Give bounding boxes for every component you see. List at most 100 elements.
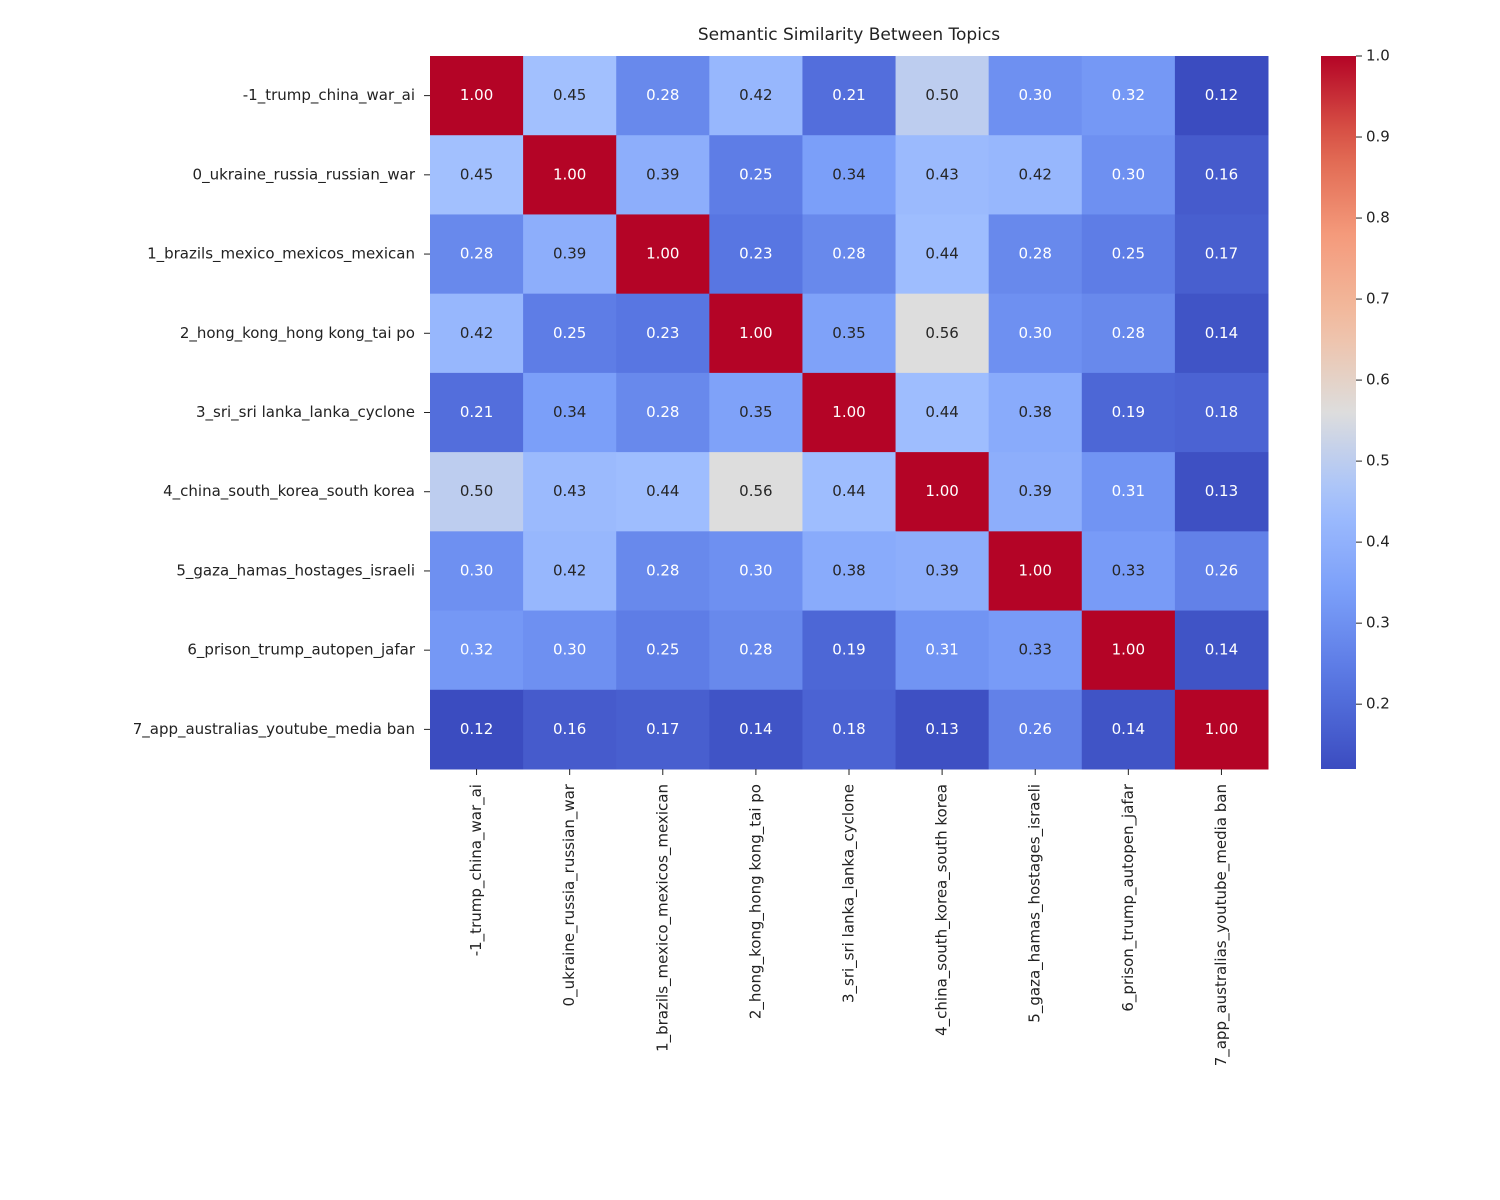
cell-label: 0.38: [832, 561, 865, 579]
y-tick-label: 2_hong_kong_hong kong_tai po: [180, 324, 415, 343]
heatmap-cell: [895, 214, 990, 295]
cell-label: 0.32: [1112, 86, 1145, 104]
heatmap-cell: [616, 293, 710, 374]
cell-label: 0.31: [1112, 482, 1145, 500]
heatmap-cell: [1081, 531, 1176, 612]
cell-label: 0.28: [460, 245, 493, 263]
cell-label: 0.16: [553, 720, 586, 738]
x-tick-label: 5_gaza_hamas_hostages_israeli: [1026, 784, 1045, 1023]
heatmap-cell: [709, 56, 803, 136]
cell-label: 0.17: [1205, 245, 1238, 263]
cell-label: 0.12: [1205, 86, 1238, 104]
cell-label: 0.30: [739, 561, 772, 579]
x-tick-label: 3_sri_sri lanka_lanka_cyclone: [840, 784, 859, 1003]
heatmap-cell: [895, 135, 990, 215]
cell-label: 1.00: [460, 86, 493, 104]
cell-label: 0.50: [460, 482, 493, 500]
cell-label: 0.44: [925, 403, 958, 421]
cell-label: 0.13: [925, 720, 958, 738]
cell-label: 0.30: [460, 561, 493, 579]
heatmap-cell: [1081, 56, 1176, 136]
heatmap-cell: [1174, 531, 1269, 612]
cell-label: 0.26: [1019, 720, 1052, 738]
cell-label: 0.28: [1019, 245, 1052, 263]
heatmap-cell: [616, 531, 710, 612]
heatmap-cell: [988, 214, 1083, 295]
cell-label: 0.14: [739, 720, 772, 738]
heatmap-cell: [895, 610, 990, 691]
cell-label: 0.39: [1019, 482, 1052, 500]
cell-label: 0.25: [739, 165, 772, 183]
cell-label: 1.00: [739, 324, 772, 342]
cell-label: 0.42: [460, 324, 493, 342]
heatmap-cell: [988, 531, 1083, 612]
heatmap-cell: [523, 610, 617, 691]
heatmap-cell: [895, 372, 990, 453]
cell-label: 0.28: [1112, 324, 1145, 342]
colorbar-tick-label: 0.4: [1366, 533, 1390, 551]
cell-label: 0.39: [553, 245, 586, 263]
heatmap-cell: [709, 531, 803, 612]
cell-label: 1.00: [925, 482, 958, 500]
heatmap-cell: [709, 610, 803, 691]
heatmap-cell: [616, 214, 710, 295]
cell-label: 0.30: [1112, 165, 1145, 183]
heatmap-cell: [523, 135, 617, 215]
y-tick-label: 6_prison_trump_autopen_jafar: [187, 641, 415, 660]
heatmap-cell: [616, 610, 710, 691]
heatmap-cell: [802, 135, 897, 215]
heatmap-cell: [988, 56, 1083, 136]
cell-label: 0.45: [460, 165, 493, 183]
cell-label: 0.32: [460, 641, 493, 659]
x-tick-label: 2_hong_kong_hong kong_tai po: [746, 784, 765, 1019]
heatmap-cell: [1174, 293, 1269, 374]
cell-label: 0.30: [1019, 324, 1052, 342]
heatmap-cell: [616, 372, 710, 453]
cell-label: 0.56: [739, 482, 772, 500]
heatmap-cell: [709, 293, 803, 374]
heatmap-cell: [709, 372, 803, 453]
heatmap-cell: [895, 452, 990, 532]
heatmap-cell: [430, 452, 524, 532]
heatmap-cell: [988, 452, 1083, 532]
heatmap-cell: [1081, 214, 1176, 295]
heatmap-cell: [895, 531, 990, 612]
cell-label: 0.33: [1112, 561, 1145, 579]
heatmap-cell: [895, 56, 990, 136]
heatmap-cell: [1081, 689, 1176, 770]
cell-label: 0.30: [1019, 86, 1052, 104]
heatmap-cell: [895, 689, 990, 770]
cell-label: 0.28: [646, 86, 679, 104]
heatmap-cell: [430, 531, 524, 612]
cell-label: 1.00: [1112, 641, 1145, 659]
y-tick-label: 4_china_south_korea_south korea: [163, 482, 415, 501]
cell-label: 1.00: [1019, 561, 1052, 579]
y-tick-label: 1_brazils_mexico_mexicos_mexican: [147, 245, 415, 264]
x-tick-label: 7_app_australias_youtube_media ban: [1212, 784, 1231, 1066]
cell-label: 0.43: [925, 165, 958, 183]
cell-label: 0.30: [553, 641, 586, 659]
heatmap-cell: [1174, 689, 1269, 770]
heatmap-cell: [709, 689, 803, 770]
heatmap-cell: [1174, 135, 1269, 215]
heatmap-cell: [895, 293, 990, 374]
cell-label: 0.39: [925, 561, 958, 579]
cell-label: 0.16: [1205, 165, 1238, 183]
heatmap-cell: [616, 56, 710, 136]
heatmap-cell: [709, 135, 803, 215]
heatmap-cell: [1174, 372, 1269, 453]
cell-label: 0.23: [739, 245, 772, 263]
heatmap-cell: [1174, 56, 1269, 136]
cell-label: 0.25: [553, 324, 586, 342]
colorbar-tick-label: 0.8: [1366, 209, 1390, 227]
heatmap-cell: [1081, 135, 1176, 215]
colorbar-tick-label: 0.2: [1366, 695, 1390, 713]
x-tick-label: 1_brazils_mexico_mexicos_mexican: [653, 784, 672, 1052]
cell-label: 0.12: [460, 720, 493, 738]
heatmap-cell: [430, 689, 524, 770]
heatmap-cell: [1174, 452, 1269, 532]
cell-label: 0.44: [646, 482, 679, 500]
cell-label: 1.00: [646, 245, 679, 263]
cell-label: 0.17: [646, 720, 679, 738]
cell-label: 0.25: [1112, 245, 1145, 263]
